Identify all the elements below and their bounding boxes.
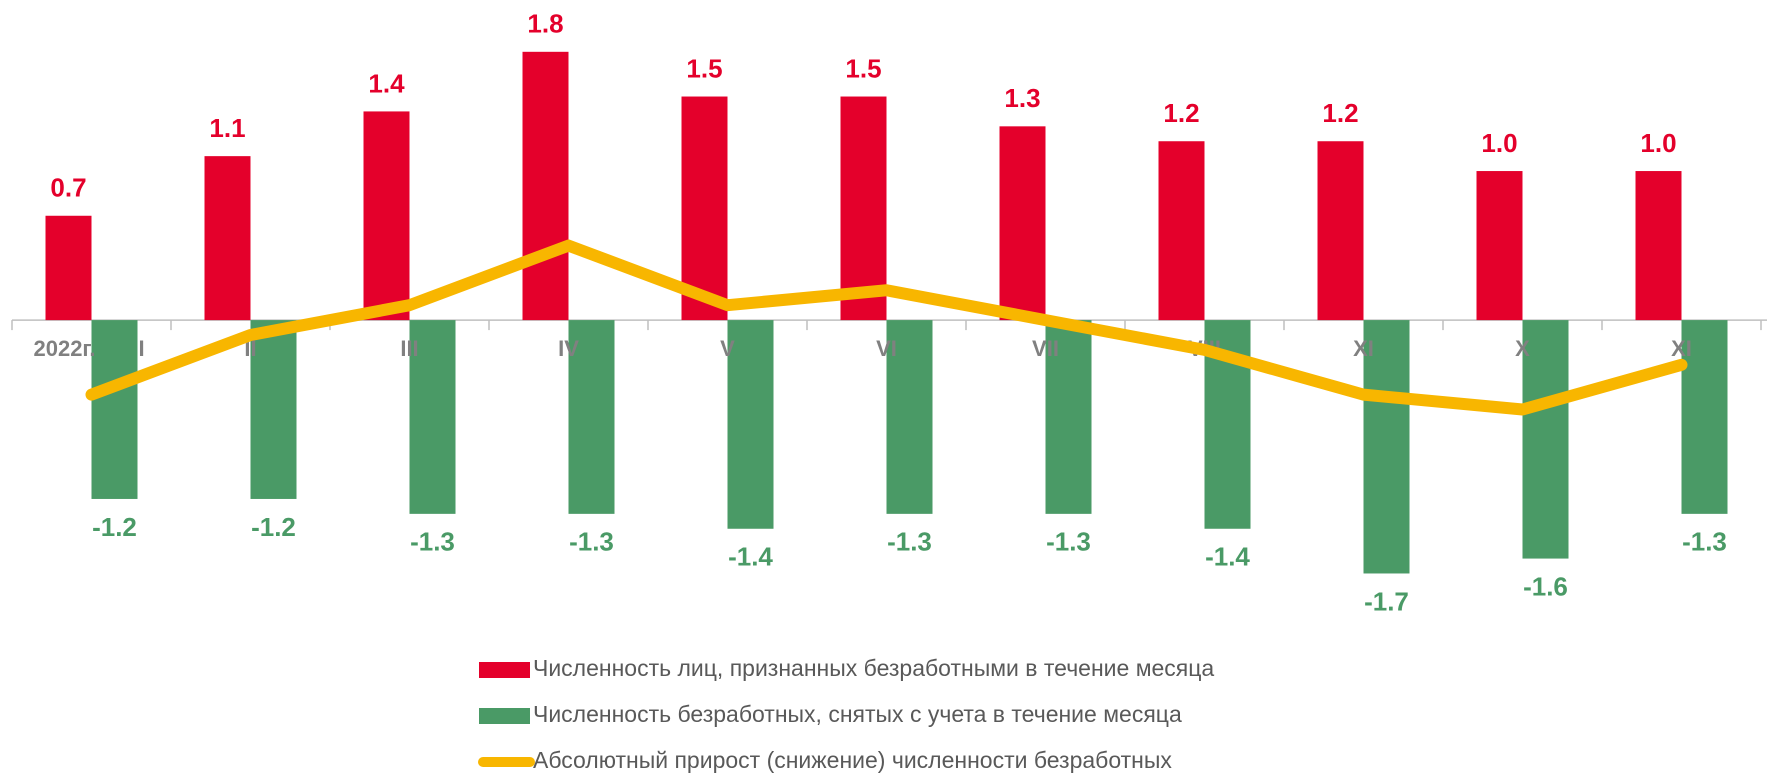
value-label: -1.2 <box>92 512 137 542</box>
value-label: 1.0 <box>1481 128 1517 158</box>
value-label: -1.6 <box>1523 571 1568 601</box>
value-label: 1.2 <box>1163 98 1199 128</box>
bar <box>1158 141 1205 321</box>
x-tick-label: III <box>400 336 418 361</box>
bar <box>91 320 138 499</box>
x-tick-label: XI <box>1671 336 1692 361</box>
x-tick-label: I <box>138 336 144 361</box>
bar <box>1476 171 1523 321</box>
x-tick-label: XI <box>1353 336 1374 361</box>
bar <box>886 320 933 514</box>
value-label: -1.3 <box>569 527 614 557</box>
bar <box>1363 320 1410 574</box>
legend-swatch <box>479 708 530 724</box>
bar <box>1317 141 1364 321</box>
value-label: 1.1 <box>209 113 245 143</box>
value-label: -1.4 <box>728 542 773 572</box>
value-label: 1.5 <box>845 53 881 83</box>
value-label: 1.3 <box>1004 83 1040 113</box>
legend-label: Численность лиц, признанных безработными… <box>533 655 1214 681</box>
bar <box>727 320 774 529</box>
legend-swatch <box>479 662 530 678</box>
x-tick-label: X <box>1515 336 1530 361</box>
bar <box>250 320 297 499</box>
x-tick-label: IV <box>558 336 579 361</box>
bar <box>1635 171 1682 321</box>
bar <box>1045 320 1092 514</box>
bar <box>409 320 456 514</box>
value-label: -1.3 <box>1682 527 1727 557</box>
value-label: 1.8 <box>527 9 563 39</box>
bar <box>681 96 728 321</box>
value-label: -1.7 <box>1364 586 1409 616</box>
bar <box>204 156 251 321</box>
value-label: -1.4 <box>1205 542 1250 572</box>
bar <box>1522 320 1569 559</box>
bar <box>1681 320 1728 514</box>
value-label: -1.2 <box>251 512 296 542</box>
x-tick-label: V <box>720 336 735 361</box>
value-label: 1.4 <box>368 68 405 98</box>
value-label: 1.5 <box>686 53 722 83</box>
bar <box>522 51 569 321</box>
value-label: 0.7 <box>50 173 86 203</box>
legend-label: Абсолютный прирост (снижение) численност… <box>533 747 1172 773</box>
value-label: -1.3 <box>887 527 932 557</box>
bar <box>840 96 887 321</box>
bar <box>363 111 410 321</box>
value-label: -1.3 <box>1046 527 1091 557</box>
year-label: 2022г. <box>33 336 95 361</box>
x-tick-label: VII <box>1032 336 1059 361</box>
x-tick-label: VI <box>876 336 897 361</box>
value-label: 1.2 <box>1322 98 1358 128</box>
bar <box>568 320 615 514</box>
bar <box>45 215 92 321</box>
legend-label: Численность безработных, снятых с учета … <box>533 701 1182 727</box>
value-label: -1.3 <box>410 527 455 557</box>
value-label: 1.0 <box>1640 128 1676 158</box>
line <box>85 239 1688 416</box>
bar <box>999 126 1046 321</box>
